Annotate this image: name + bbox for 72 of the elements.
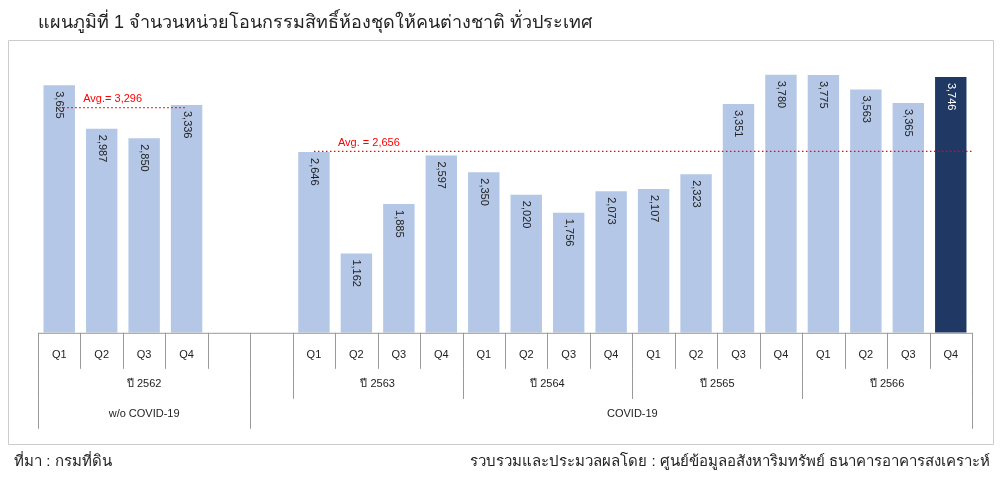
data-label: 3,746 <box>945 82 958 111</box>
data-label: 2,107 <box>648 194 661 223</box>
bar <box>85 128 118 333</box>
chart-title: แผนภูมิที่ 1 จำนวนหน่วยโอนกรรมสิทธิ์ห้องชุดให้คนต่างชาติ ทั่วประเทศ <box>38 7 594 33</box>
data-label: 3,365 <box>903 108 916 137</box>
bar <box>892 102 925 333</box>
x-tick-label: Q3 <box>561 348 577 361</box>
text: w/o COVID-19 <box>107 406 180 419</box>
data-label: 3,780 <box>775 80 788 109</box>
bar <box>468 172 500 333</box>
data-label: 2,073 <box>606 197 619 225</box>
data-label: 2,350 <box>478 178 491 206</box>
bar <box>595 191 627 333</box>
bar <box>340 253 373 333</box>
x-tick-label: Q4 <box>943 348 959 361</box>
bar <box>383 204 415 333</box>
bar <box>43 85 75 333</box>
x-tick-label: Q2 <box>858 348 874 361</box>
bar <box>850 89 882 333</box>
x-tick-label: Q1 <box>646 348 661 361</box>
x-tick-label: Q1 <box>51 348 67 361</box>
text: ปี 2566 <box>868 376 905 389</box>
x-tick-label: Q3 <box>136 348 152 361</box>
data-label: 2,987 <box>96 134 109 163</box>
ref-line-label: Avg. = 2,656 <box>337 135 400 148</box>
x-tick-label: Q3 <box>900 348 916 361</box>
data-label: 3,351 <box>733 109 746 138</box>
text: ปี 2565 <box>699 376 735 389</box>
bar <box>807 74 840 333</box>
text: COVID-19 <box>606 406 658 419</box>
text: ปี 2562 <box>125 376 162 389</box>
x-tick-label: Q4 <box>773 348 789 361</box>
text: รวบรวมและประมวลผลโดย : ศูนย์ข้อมูลอสังหาริมทรัพย์ ธนาคารอาคารสงเคราะห์ <box>470 452 990 471</box>
data-label: 3,775 <box>818 80 831 109</box>
bar <box>680 174 712 333</box>
bar <box>552 212 585 333</box>
bar <box>425 155 458 333</box>
data-label: 2,597 <box>436 161 449 189</box>
data-label: 2,850 <box>139 144 152 172</box>
data-label: 1,756 <box>563 218 576 247</box>
text: ปี 2563 <box>359 376 395 389</box>
data-label: 2,323 <box>691 180 704 208</box>
x-tick-label: Q1 <box>816 348 831 361</box>
bar <box>637 188 670 333</box>
data-label: 1,885 <box>393 210 406 238</box>
x-tick-label: Q4 <box>433 348 449 361</box>
x-tick-label: Q2 <box>94 348 110 361</box>
bar <box>298 152 330 333</box>
x-tick-label: Q2 <box>518 348 534 361</box>
x-tick-label: Q1 <box>476 348 492 361</box>
data-label: 1,162 <box>351 259 364 287</box>
x-tick-label: Q4 <box>179 348 194 361</box>
ref-line-label: Avg.= 3,296 <box>83 92 143 105</box>
x-tick-label: Q2 <box>688 348 704 361</box>
data-label: 2,020 <box>521 200 534 229</box>
data-label: 3,563 <box>860 95 873 123</box>
bar <box>935 76 967 333</box>
bar <box>170 104 203 333</box>
bar <box>765 74 797 333</box>
x-tick-label: Q4 <box>603 348 619 361</box>
x-tick-label: Q3 <box>731 348 746 361</box>
bar <box>128 138 160 333</box>
text: ปี 2564 <box>529 376 565 389</box>
x-tick-label: Q1 <box>306 348 322 361</box>
data-label: 2,646 <box>308 158 321 186</box>
text: ที่มา : กรมที่ดิน <box>14 450 112 470</box>
x-tick-label: Q2 <box>349 348 364 361</box>
x-tick-label: Q3 <box>391 348 407 361</box>
data-label: 3,336 <box>181 110 194 139</box>
data-label: 3,625 <box>54 91 67 119</box>
bar <box>510 194 542 333</box>
bar <box>722 103 755 333</box>
